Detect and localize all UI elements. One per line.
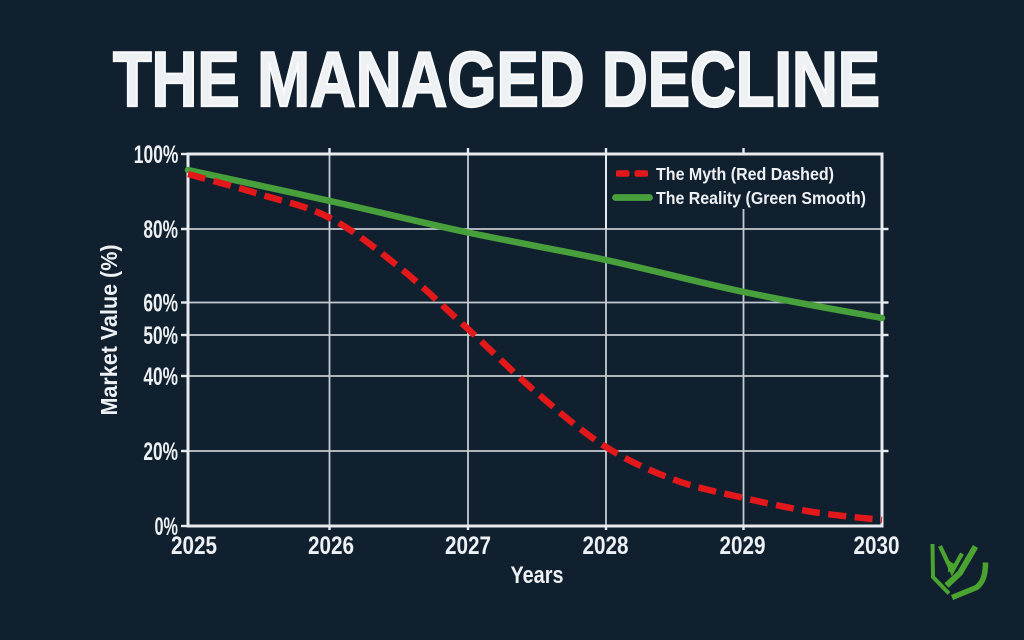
svg-text:50%: 50% [143,322,178,350]
svg-text:2025: 2025 [171,532,217,560]
svg-text:Years: Years [511,562,564,589]
svg-text:Market Value (%): Market Value (%) [96,245,122,416]
svg-text:20%: 20% [143,438,178,466]
svg-text:2027: 2027 [445,532,491,560]
svg-text:The Myth (Red Dashed): The Myth (Red Dashed) [656,164,834,184]
svg-text:40%: 40% [143,363,178,391]
svg-text:2026: 2026 [308,532,354,560]
svg-text:80%: 80% [143,216,178,244]
svg-text:The Reality (Green Smooth): The Reality (Green Smooth) [656,188,866,208]
svg-text:60%: 60% [143,289,178,317]
svg-text:0%: 0% [155,513,179,541]
svg-text:THE MANAGED DECLINE: THE MANAGED DECLINE [113,35,880,123]
svg-text:2028: 2028 [583,532,629,560]
svg-text:2030: 2030 [854,532,900,560]
svg-text:100%: 100% [134,141,179,169]
svg-text:2029: 2029 [720,532,766,560]
